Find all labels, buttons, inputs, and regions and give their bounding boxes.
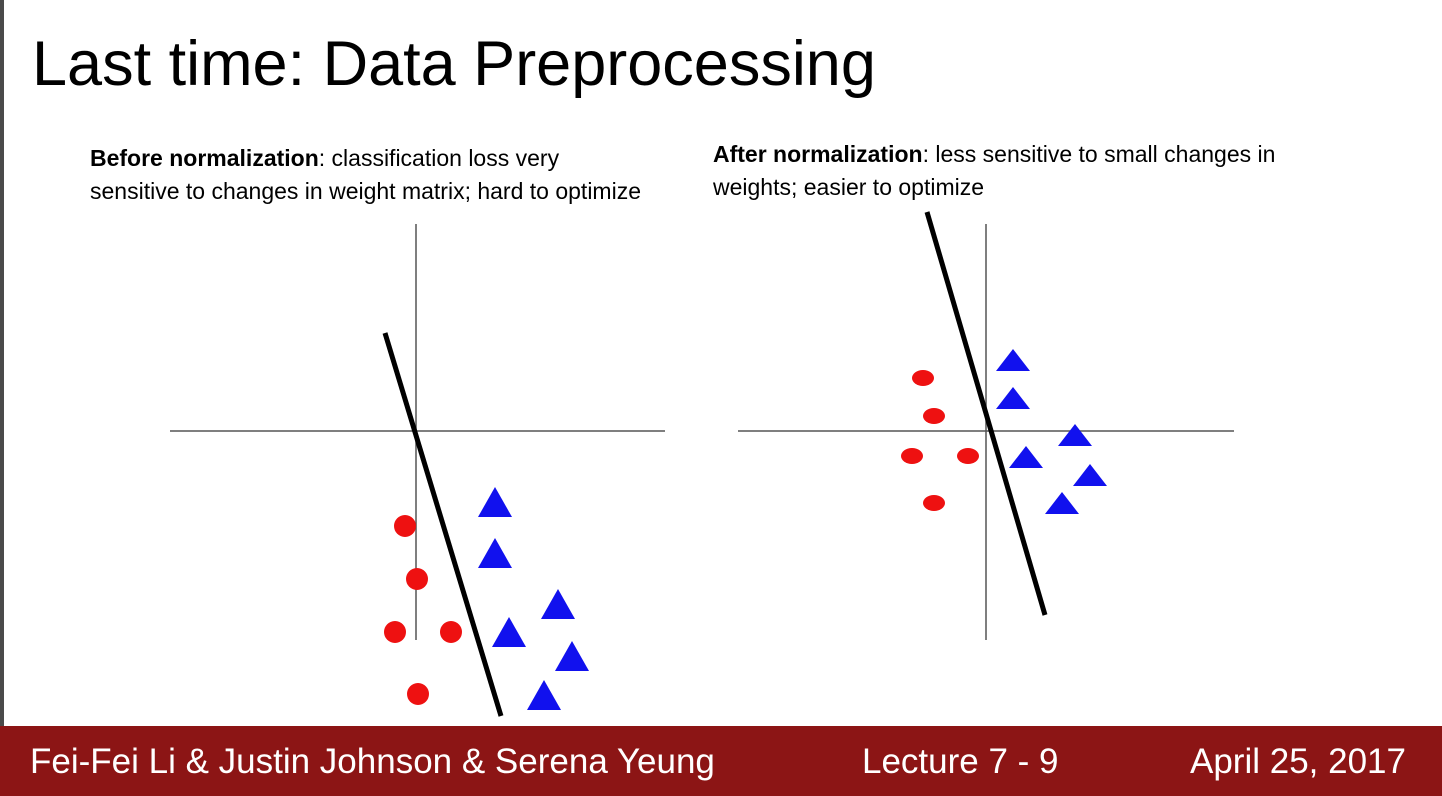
before-red-circle [440, 621, 462, 643]
before-decision-boundary [382, 332, 504, 717]
before-normalization-plot [170, 224, 665, 717]
after-blue-triangle [1045, 492, 1079, 514]
slide-title: Last time: Data Preprocessing [32, 29, 876, 99]
before-blue-triangle [555, 641, 589, 671]
after-blue-triangle [1073, 464, 1107, 486]
after-normalization-plot [738, 211, 1234, 640]
after-normalization-caption: After normalization: less sensitive to s… [713, 138, 1313, 204]
after-red-circle [923, 408, 945, 424]
normalization-plots [170, 211, 1234, 717]
after-normalization-heading: After normalization [713, 141, 923, 167]
before-normalization-caption: Before normalization: classification los… [90, 142, 650, 208]
after-blue-triangle [996, 349, 1030, 371]
before-red-circle [407, 683, 429, 705]
after-red-circle [957, 448, 979, 464]
before-blue-triangle [527, 680, 561, 710]
before-blue-triangle [541, 589, 575, 619]
after-decision-boundary [924, 211, 1048, 616]
footer-lecture-number: Lecture 7 - 9 [862, 742, 1059, 781]
after-blue-triangle [1058, 424, 1092, 446]
after-red-circle [923, 495, 945, 511]
before-normalization-heading: Before normalization [90, 145, 319, 171]
after-red-circle [912, 370, 934, 386]
before-red-circle [394, 515, 416, 537]
before-blue-triangle [478, 538, 512, 568]
after-blue-triangle [1009, 446, 1043, 468]
before-blue-triangle [478, 487, 512, 517]
before-normalization-text: : classification loss very sensitive to … [90, 145, 641, 204]
after-blue-triangle [996, 387, 1030, 409]
before-red-circle [384, 621, 406, 643]
window-edge [0, 0, 4, 726]
footer-bar: Fei-Fei Li & Justin Johnson & Serena Yeu… [0, 726, 1442, 796]
footer-date: April 25, 2017 [1190, 742, 1406, 781]
before-red-circle [406, 568, 428, 590]
after-red-circle [901, 448, 923, 464]
after-normalization-text: : less sensitive to small changes in wei… [713, 141, 1276, 200]
before-blue-triangle [492, 617, 526, 647]
footer-authors: Fei-Fei Li & Justin Johnson & Serena Yeu… [30, 742, 715, 781]
